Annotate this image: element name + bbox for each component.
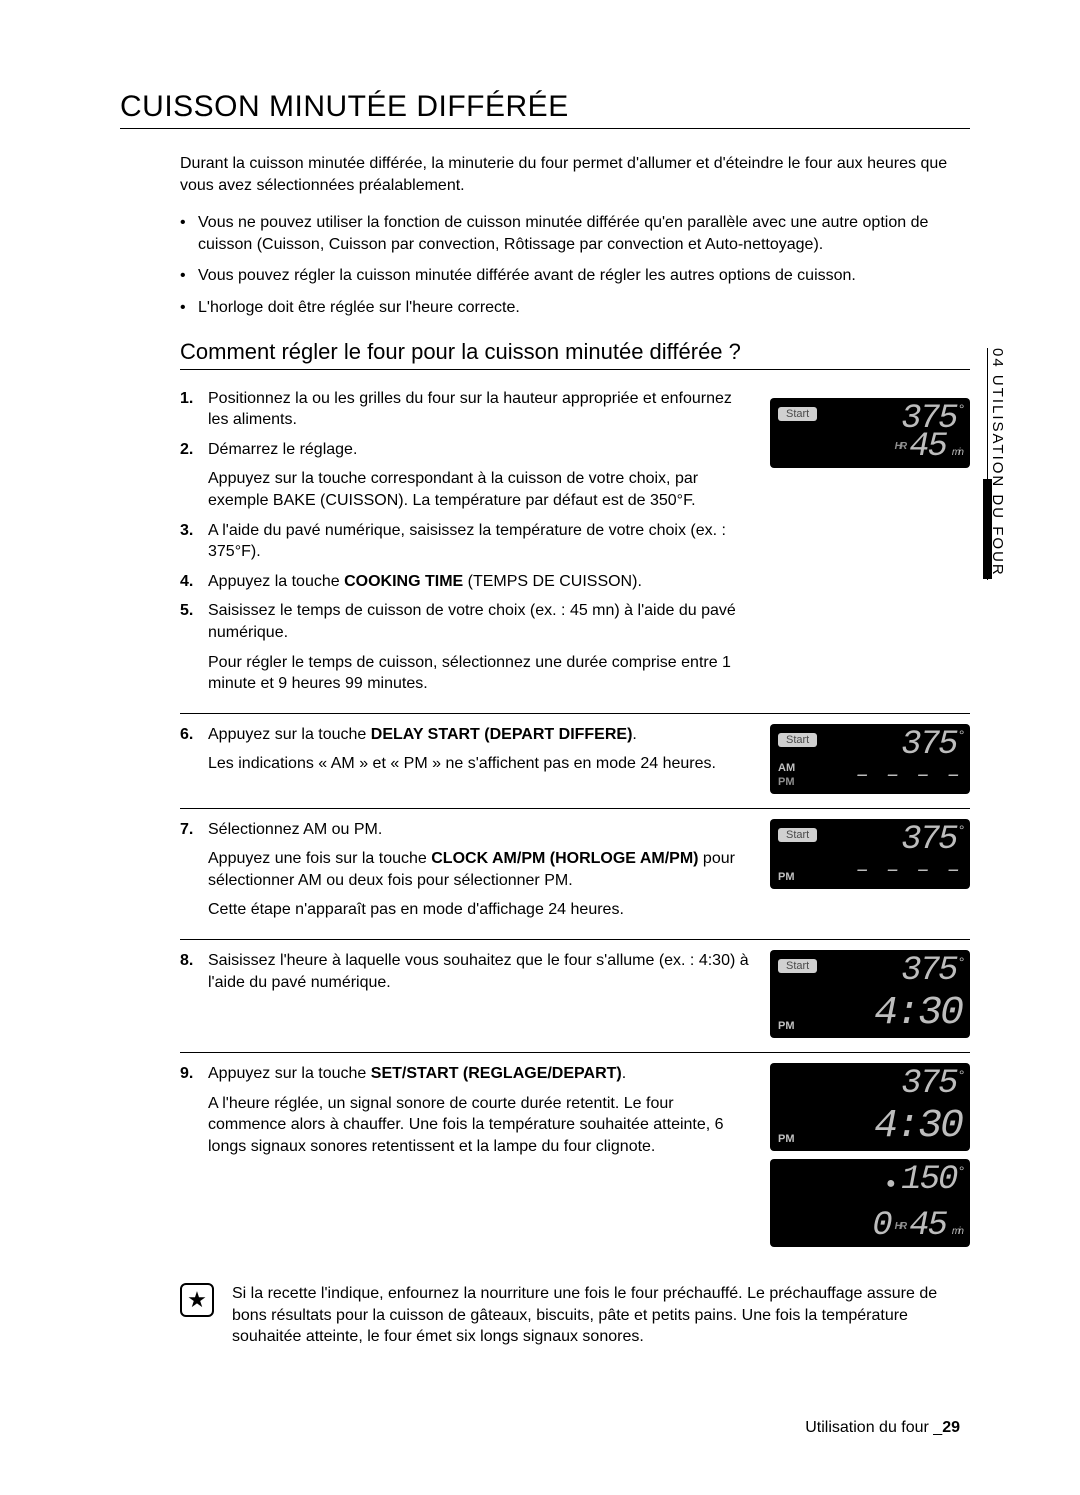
intro-bullets: Vous ne pouvez utiliser la fonction de c…	[180, 212, 970, 318]
display-temp: 375°	[901, 1065, 962, 1103]
intro-paragraph: Durant la cuisson minutée différée, la m…	[180, 153, 970, 196]
step-1: 1. Positionnez la ou les grilles du four…	[180, 388, 752, 431]
start-badge: Start	[778, 959, 817, 973]
display-col: Start 375° AM PM – – – –	[770, 714, 970, 798]
oven-display-step8: Start 375° PM 4:30	[770, 950, 970, 1038]
page-title: CUISSON MINUTÉE DIFFÉRÉE	[120, 90, 970, 129]
step-body: Démarrez le réglage. Appuyez sur la touc…	[208, 439, 752, 512]
ampm-labels: AM PM	[778, 762, 795, 788]
ampm-labels: PM	[778, 1020, 795, 1032]
step-text-block: 8. Saisissez l'heure à laquelle vous sou…	[180, 940, 752, 1001]
step-body: Appuyez la touche COOKING TIME (TEMPS DE…	[208, 571, 752, 593]
step-text-block: 6. Appuyez sur la touche DELAY START (DE…	[180, 714, 752, 783]
step-row: 6. Appuyez sur la touche DELAY START (DE…	[180, 714, 970, 809]
display-col: 375° PM 4:30 ● 150° 0 HR 45min	[770, 1053, 970, 1251]
step-5: 5. Saisissez le temps de cuisson de votr…	[180, 600, 752, 694]
tip-row: ★ Si la recette l'indique, enfournez la …	[180, 1283, 970, 1348]
step-body: Appuyez sur la touche SET/START (REGLAGE…	[208, 1063, 752, 1157]
start-badge: Start	[778, 828, 817, 842]
bullet-item: Vous ne pouvez utiliser la fonction de c…	[180, 212, 970, 255]
step-number: 2.	[180, 439, 200, 512]
bullet-item: Vous pouvez régler la cuisson minutée di…	[180, 265, 970, 287]
step-6: 6. Appuyez sur la touche DELAY START (DE…	[180, 724, 752, 775]
step-row: 7. Sélectionnez AM ou PM. Appuyez une fo…	[180, 809, 970, 940]
oven-display-step9b: ● 150° 0 HR 45min	[770, 1159, 970, 1247]
step-text-block: 7. Sélectionnez AM ou PM. Appuyez une fo…	[180, 809, 752, 929]
step-number: 5.	[180, 600, 200, 694]
display-timer: 0 HR 45min	[872, 1207, 962, 1245]
step-text-block: 9. Appuyez sur la touche SET/START (REGL…	[180, 1053, 752, 1165]
display-temp: 375°	[901, 726, 962, 764]
step-body: Appuyez sur la touche DELAY START (DEPAR…	[208, 724, 752, 775]
display-temp: 375°	[901, 821, 962, 859]
step-body: Positionnez la ou les grilles du four su…	[208, 388, 752, 431]
steps-container: 1. Positionnez la ou les grilles du four…	[180, 388, 970, 1262]
page-footer: Utilisation du four _29	[805, 1419, 960, 1437]
display-time: HR 45min	[895, 428, 962, 466]
tip-text: Si la recette l'indique, enfournez la no…	[232, 1283, 970, 1348]
display-clock: 4:30	[874, 991, 962, 1036]
oven-display-step7: Start 375° PM – – – –	[770, 819, 970, 889]
step-3: 3. A l'aide du pavé numérique, saisissez…	[180, 520, 752, 563]
step-8: 8. Saisissez l'heure à laquelle vous sou…	[180, 950, 752, 993]
step-row: 9. Appuyez sur la touche SET/START (REGL…	[180, 1053, 970, 1261]
step-number: 3.	[180, 520, 200, 563]
start-badge: Start	[778, 407, 817, 421]
section-subheading: Comment régler le four pour la cuisson m…	[180, 339, 970, 370]
ampm-labels: PM	[778, 871, 795, 883]
step-body: Saisissez l'heure à laquelle vous souhai…	[208, 950, 752, 993]
step-number: 7.	[180, 819, 200, 921]
display-col: Start 375° HR 45min	[770, 388, 970, 472]
oven-display-step6: Start 375° AM PM – – – –	[770, 724, 970, 794]
oven-display-step5: Start 375° HR 45min	[770, 398, 970, 468]
display-temp: 375°	[901, 952, 962, 990]
step-number: 4.	[180, 571, 200, 593]
step-row: 1. Positionnez la ou les grilles du four…	[180, 388, 970, 714]
step-7: 7. Sélectionnez AM ou PM. Appuyez une fo…	[180, 819, 752, 921]
display-col: Start 375° PM – – – –	[770, 809, 970, 893]
display-col: Start 375° PM 4:30	[770, 940, 970, 1042]
display-temp: ● 150°	[886, 1161, 962, 1199]
step-number: 9.	[180, 1063, 200, 1157]
display-dashes: – – – –	[856, 763, 962, 788]
star-icon: ★	[180, 1283, 214, 1317]
step-body: Saisissez le temps de cuisson de votre c…	[208, 600, 752, 694]
oven-display-step9a: 375° PM 4:30	[770, 1063, 970, 1151]
step-9: 9. Appuyez sur la touche SET/START (REGL…	[180, 1063, 752, 1157]
step-4: 4. Appuyez la touche COOKING TIME (TEMPS…	[180, 571, 752, 593]
step-row: 8. Saisissez l'heure à laquelle vous sou…	[180, 940, 970, 1053]
step-2: 2. Démarrez le réglage. Appuyez sur la t…	[180, 439, 752, 512]
display-clock: 4:30	[874, 1104, 962, 1149]
step-text-block: 1. Positionnez la ou les grilles du four…	[180, 388, 752, 703]
bullet-item: L'horloge doit être réglée sur l'heure c…	[180, 297, 970, 319]
step-number: 8.	[180, 950, 200, 993]
step-number: 6.	[180, 724, 200, 775]
step-number: 1.	[180, 388, 200, 431]
step-body: A l'aide du pavé numérique, saisissez la…	[208, 520, 752, 563]
ampm-labels: PM	[778, 1133, 795, 1145]
page-content: CUISSON MINUTÉE DIFFÉRÉE Durant la cuiss…	[0, 0, 1080, 1408]
start-badge: Start	[778, 733, 817, 747]
display-dashes: – – – –	[856, 858, 962, 883]
step-body: Sélectionnez AM ou PM. Appuyez une fois …	[208, 819, 752, 921]
